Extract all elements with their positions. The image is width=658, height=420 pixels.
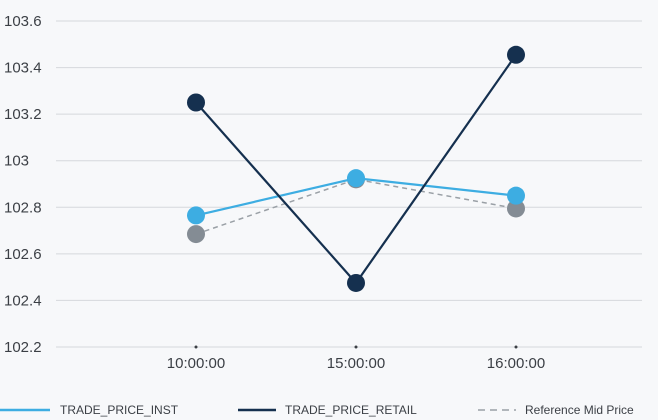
series-trade-price-inst [187, 169, 525, 225]
y-tick-label: 103.2 [4, 106, 42, 123]
data-point[interactable] [187, 225, 205, 244]
x-tick-label: 10:00:00 [167, 355, 225, 372]
x-tick-mark [514, 345, 518, 349]
data-point[interactable] [507, 45, 525, 64]
y-tick-label: 102.2 [4, 339, 42, 356]
x-axis-ticks: 10:00:00 15:00:00 16:00:00 [167, 345, 545, 372]
data-point[interactable] [187, 93, 205, 112]
legend-item[interactable]: TRADE_PRICE_INST [0, 403, 179, 417]
legend-label: Reference Mid Price [525, 403, 634, 417]
data-point[interactable] [187, 206, 205, 225]
legend-label: TRADE_PRICE_RETAIL [285, 403, 417, 417]
x-tick-label: 15:00:00 [327, 355, 385, 372]
y-tick-label: 103.4 [4, 60, 42, 77]
y-tick-label: 102.6 [4, 246, 42, 263]
data-point[interactable] [507, 199, 525, 218]
y-tick-label: 102.8 [4, 199, 42, 216]
data-point[interactable] [507, 186, 525, 205]
series-trade-price-retail [187, 45, 525, 292]
series-line [195, 178, 517, 235]
legend-item[interactable]: Reference Mid Price [478, 403, 634, 417]
y-tick-label: 102.4 [4, 292, 42, 309]
legend-label: TRADE_PRICE_INST [60, 403, 179, 417]
y-tick-label: 103.6 [4, 13, 42, 30]
y-tick-label: 103 [4, 153, 29, 170]
legend: TRADE_PRICE_INST TRADE_PRICE_RETAIL Refere… [0, 403, 634, 417]
legend-item[interactable]: TRADE_PRICE_RETAIL [238, 403, 417, 417]
series-layer [187, 45, 525, 292]
grid-lines [56, 20, 642, 348]
data-point[interactable] [347, 169, 365, 188]
series-line [195, 54, 517, 285]
x-tick-label: 16:00:00 [487, 355, 545, 372]
data-point[interactable] [347, 273, 365, 292]
y-axis-ticks: 102.2 102.4 102.6 102.8 103 103.2 103.4 103.6 [4, 13, 42, 356]
x-tick-mark [194, 345, 198, 349]
x-tick-mark [354, 345, 358, 349]
